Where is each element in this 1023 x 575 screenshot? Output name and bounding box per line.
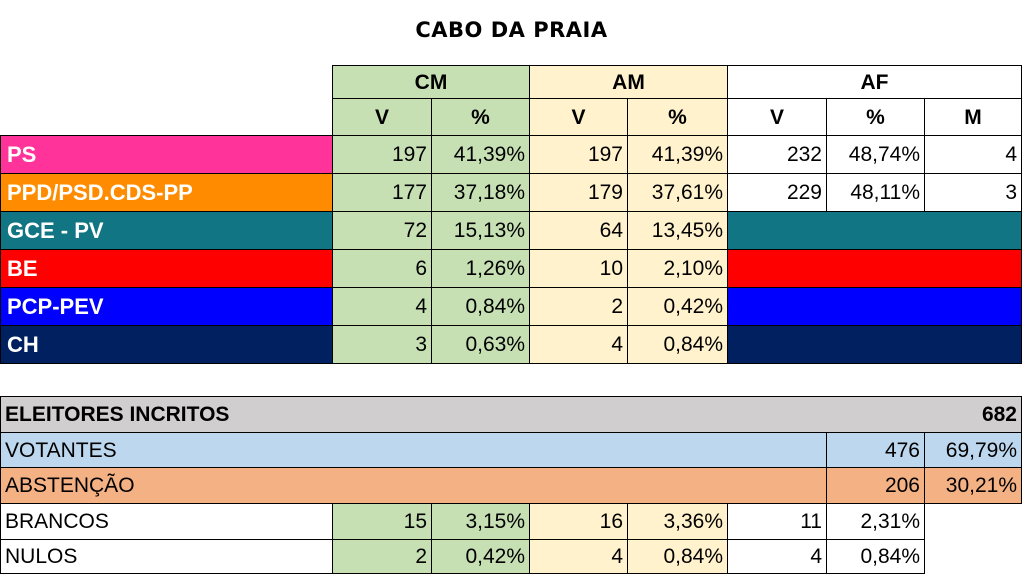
af-empty-bar xyxy=(727,287,1022,326)
am-percent: 13,45% xyxy=(627,211,728,250)
cm-votes: 6 xyxy=(332,249,432,288)
brancos-cm-percent: 3,15% xyxy=(431,503,530,540)
nulos-af-votes: 4 xyxy=(727,539,827,574)
af-percent: 48,11% xyxy=(826,173,925,212)
am-votes: 2 xyxy=(529,287,628,326)
cm-votes: 3 xyxy=(332,325,432,364)
party-name: PS xyxy=(0,135,333,174)
eleitores-row: ELEITORES INCRITOS 682 xyxy=(0,396,1022,433)
eleitores-label: ELEITORES INCRITOS xyxy=(5,403,230,426)
eleitores-value: 682 xyxy=(981,403,1017,426)
abstencao-percent: 30,21% xyxy=(924,467,1022,504)
am-votes: 64 xyxy=(529,211,628,250)
am-votes: 10 xyxy=(529,249,628,288)
party-name: BE xyxy=(0,249,333,288)
cm-percent: 15,13% xyxy=(431,211,530,250)
brancos-af-votes: 11 xyxy=(727,503,827,540)
subheader-am-v: V xyxy=(529,98,628,136)
party-name: PCP-PEV xyxy=(0,287,333,326)
cm-percent: 37,18% xyxy=(431,173,530,212)
cm-percent: 1,26% xyxy=(431,249,530,288)
am-percent: 0,42% xyxy=(627,287,728,326)
am-votes: 197 xyxy=(529,135,628,174)
nulos-cm-votes: 2 xyxy=(332,539,432,574)
am-percent: 2,10% xyxy=(627,249,728,288)
cm-votes: 4 xyxy=(332,287,432,326)
af-mandates: 4 xyxy=(924,135,1022,174)
nulos-am-percent: 0,84% xyxy=(627,539,728,574)
am-percent: 41,39% xyxy=(627,135,728,174)
af-votes: 232 xyxy=(727,135,827,174)
cm-percent: 0,63% xyxy=(431,325,530,364)
votantes-percent: 69,79% xyxy=(924,432,1022,468)
brancos-cm-votes: 15 xyxy=(332,503,432,540)
af-votes: 229 xyxy=(727,173,827,212)
am-percent: 37,61% xyxy=(627,173,728,212)
cm-percent: 41,39% xyxy=(431,135,530,174)
af-empty-bar xyxy=(727,325,1022,364)
brancos-am-votes: 16 xyxy=(529,503,628,540)
af-percent: 48,74% xyxy=(826,135,925,174)
header-am: AM xyxy=(529,65,728,99)
am-votes: 179 xyxy=(529,173,628,212)
nulos-label: NULOS xyxy=(0,539,333,574)
cm-votes: 177 xyxy=(332,173,432,212)
am-votes: 4 xyxy=(529,325,628,364)
am-percent: 0,84% xyxy=(627,325,728,364)
party-name: PPD/PSD.CDS-PP xyxy=(0,173,333,212)
votantes-value: 476 xyxy=(826,432,925,468)
subheader-af-v: V xyxy=(727,98,827,136)
header-af: AF xyxy=(727,65,1022,99)
header-cm: CM xyxy=(332,65,530,99)
nulos-af-percent: 0,84% xyxy=(826,539,925,574)
abstencao-value: 206 xyxy=(826,467,925,504)
brancos-label: BRANCOS xyxy=(0,503,333,540)
party-name: CH xyxy=(0,325,333,364)
votantes-label: VOTANTES xyxy=(0,432,827,468)
af-empty-bar xyxy=(727,249,1022,288)
af-empty-bar xyxy=(727,211,1022,250)
brancos-am-percent: 3,36% xyxy=(627,503,728,540)
party-name: GCE - PV xyxy=(0,211,333,250)
subheader-am-pct: % xyxy=(627,98,728,136)
nulos-cm-percent: 0,42% xyxy=(431,539,530,574)
page-title: CABO DA PRAIA xyxy=(415,18,608,42)
nulos-am-votes: 4 xyxy=(529,539,628,574)
abstencao-label: ABSTENÇÃO xyxy=(0,467,827,504)
subheader-af-m: M xyxy=(924,98,1022,136)
cm-percent: 0,84% xyxy=(431,287,530,326)
cm-votes: 72 xyxy=(332,211,432,250)
subheader-af-pct: % xyxy=(826,98,925,136)
af-mandates: 3 xyxy=(924,173,1022,212)
cm-votes: 197 xyxy=(332,135,432,174)
brancos-af-percent: 2,31% xyxy=(826,503,925,540)
subheader-cm-v: V xyxy=(332,98,432,136)
subheader-cm-pct: % xyxy=(431,98,530,136)
